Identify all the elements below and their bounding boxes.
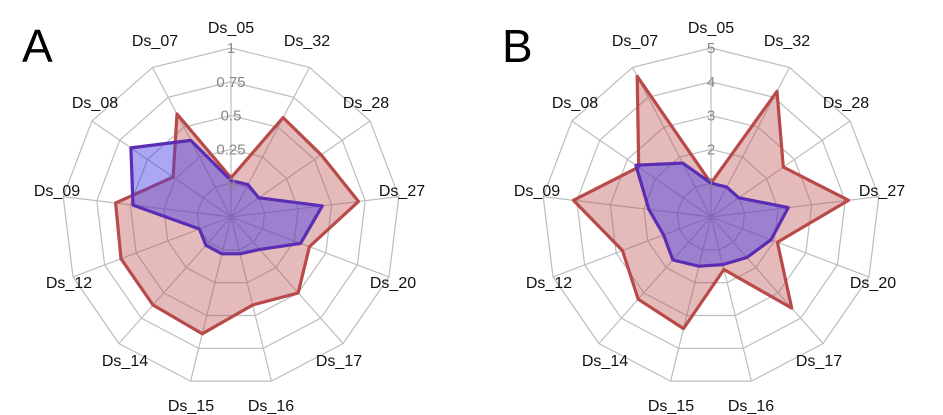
axis-label: Ds_07 <box>132 33 178 50</box>
grid-ring <box>643 148 779 284</box>
axis-label: Ds_16 <box>728 398 774 415</box>
axis-label: Ds_32 <box>764 33 810 50</box>
axis-label: Ds_28 <box>823 95 869 112</box>
series-2-area <box>634 161 790 268</box>
axis-label: Ds_27 <box>859 183 905 200</box>
axis-spoke <box>190 216 232 382</box>
axis-label: Ds_20 <box>850 275 896 292</box>
axis-label: Ds_17 <box>316 353 362 370</box>
grid-ring <box>129 114 333 317</box>
axis-label: Ds_05 <box>688 20 734 37</box>
axis-label: Ds_09 <box>34 183 80 200</box>
series-2-area <box>129 138 324 256</box>
axis-label: Ds_08 <box>72 95 118 112</box>
axis-spoke <box>230 196 399 218</box>
axis-spoke <box>670 216 712 382</box>
tick-label: 1 <box>707 175 715 192</box>
axis-label: Ds_28 <box>343 95 389 112</box>
tick-label: 4 <box>707 74 715 91</box>
axis-label: Ds_08 <box>552 95 598 112</box>
tick-label: 2 <box>707 141 715 158</box>
axis-spoke <box>91 120 232 218</box>
axis-label: Ds_15 <box>648 398 694 415</box>
tick-label: 3 <box>707 108 715 125</box>
axis-spoke <box>598 216 712 344</box>
axis-spoke <box>72 216 232 278</box>
tick-label: 5 <box>707 40 715 57</box>
grid-ring <box>163 148 299 284</box>
axis-spoke <box>543 196 712 218</box>
grid-ring <box>609 114 813 317</box>
grid-ring <box>62 47 400 382</box>
axis-label: Ds_32 <box>284 33 330 50</box>
axis-spoke <box>230 216 272 382</box>
axis-spoke <box>230 120 371 218</box>
axis-label: Ds_12 <box>526 275 572 292</box>
axis-label: Ds_16 <box>248 398 294 415</box>
axis-spoke <box>63 196 232 218</box>
series-1-area <box>571 74 851 331</box>
axis-spoke <box>230 67 311 218</box>
grid-ring <box>542 47 880 382</box>
axis-label: Ds_09 <box>514 183 560 200</box>
tick-label: 1 <box>227 40 235 57</box>
tick-label: 0.75 <box>216 74 245 91</box>
series-1-area <box>113 112 361 336</box>
axis-spoke <box>710 216 752 382</box>
grid-ring <box>196 182 266 251</box>
radar-chart-a: 0 0.25 0.5 0.75 1 Ds_05 Ds_32 Ds_28 Ds_27 Ds_20 Ds… <box>22 20 425 415</box>
axis-spoke <box>710 216 824 344</box>
axis-spoke <box>631 67 712 218</box>
axis-label: Ds_12 <box>46 275 92 292</box>
tick-label: 0.25 <box>216 141 245 158</box>
panel-letter: B <box>502 20 533 72</box>
axis-spoke <box>571 120 712 218</box>
axis-label: Ds_07 <box>612 33 658 50</box>
axis-label: Ds_20 <box>370 275 416 292</box>
axis-spoke <box>552 216 712 278</box>
grid-ring <box>96 81 366 349</box>
axis-spoke <box>710 216 870 278</box>
axis-spoke <box>710 120 851 218</box>
axis-spoke <box>118 216 232 344</box>
tick-label: 0 <box>227 175 235 192</box>
axis-label: Ds_27 <box>379 183 425 200</box>
axis-spoke <box>710 196 879 218</box>
axis-spoke <box>230 216 344 344</box>
axis-label: Ds_17 <box>796 353 842 370</box>
grid-ring <box>676 182 746 251</box>
grid-ring <box>576 81 846 349</box>
tick-label: 0.5 <box>221 108 242 125</box>
panel-letter: A <box>22 20 53 72</box>
radar-chart-b: 1 2 3 4 5 Ds_05 Ds_32 Ds_28 Ds_27 Ds_20 Ds_17 Ds_16… <box>502 20 905 415</box>
axis-label: Ds_15 <box>168 398 214 415</box>
axis-label: Ds_14 <box>102 353 148 370</box>
axis-label: Ds_05 <box>208 20 254 37</box>
axis-label: Ds_14 <box>582 353 628 370</box>
